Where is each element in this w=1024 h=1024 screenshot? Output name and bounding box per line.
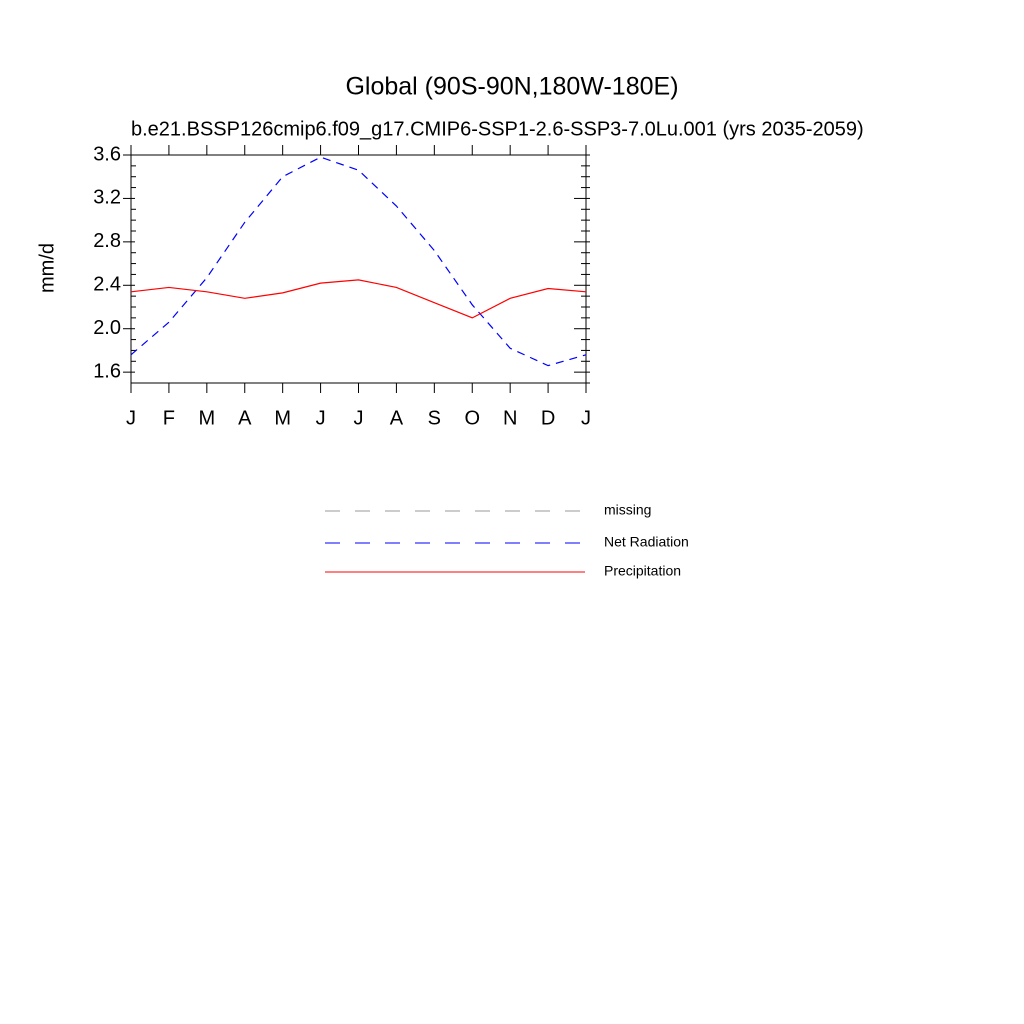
y-tick-label: 2.0 — [93, 317, 121, 339]
x-tick-label: D — [541, 407, 555, 429]
x-tick-label: J — [316, 407, 326, 429]
x-tick-label: F — [163, 407, 175, 429]
chart-subtitle: b.e21.BSSP126cmip6.f09_g17.CMIP6-SSP1-2.… — [131, 118, 864, 140]
x-tick-label: A — [390, 407, 404, 429]
series-line — [130, 156, 587, 367]
x-tick-label: M — [274, 407, 291, 429]
legend-label: Precipitation — [604, 563, 681, 579]
legend-label: missing — [604, 502, 651, 518]
x-tick-label: J — [126, 407, 136, 429]
y-tick-label: 2.4 — [93, 274, 121, 296]
x-tick-label: S — [428, 407, 441, 429]
x-tick-label: O — [464, 407, 480, 429]
y-tick-label: 2.8 — [93, 230, 121, 252]
series-line — [130, 279, 587, 319]
plot-frame — [130, 154, 587, 384]
y-axis-label: mm/d — [36, 243, 58, 293]
legend-label: Net Radiation — [604, 534, 689, 550]
x-tick-label: J — [581, 407, 591, 429]
x-tick-label: A — [238, 407, 252, 429]
y-tick-label: 1.6 — [93, 360, 121, 382]
x-tick-label: N — [503, 407, 517, 429]
y-tick-label: 3.2 — [93, 187, 121, 209]
x-tick-label: M — [198, 407, 215, 429]
y-tick-label: 3.6 — [93, 143, 121, 165]
x-tick-label: J — [354, 407, 364, 429]
chart-title: Global (90S-90N,180W-180E) — [345, 73, 678, 101]
